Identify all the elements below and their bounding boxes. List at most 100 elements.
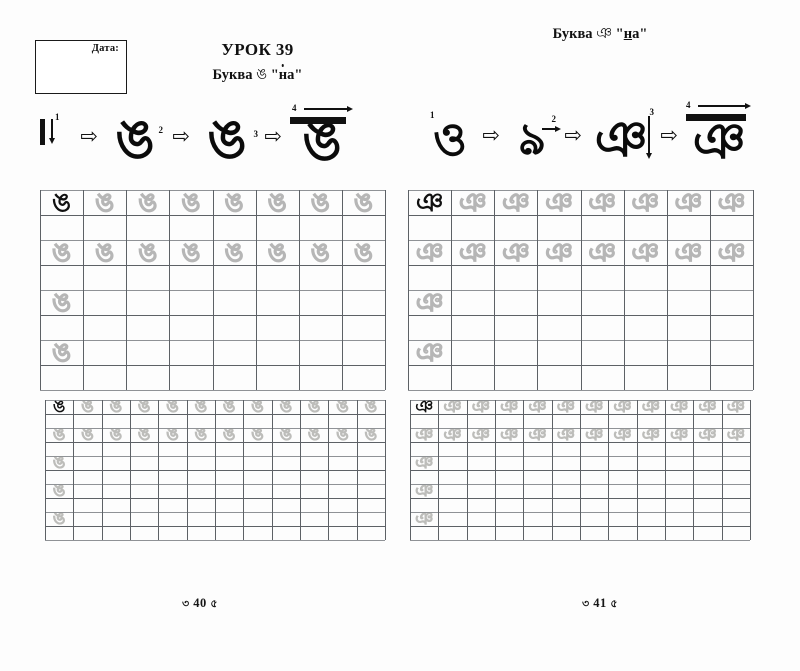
stroke-headbar-glyph (686, 114, 746, 121)
grid-trace-letter: ঙ (336, 424, 349, 445)
grid-line-vertical (385, 190, 386, 390)
grid-trace-letter: ঞ (698, 396, 717, 417)
grid-line-vertical (537, 190, 539, 390)
grid-trace-letter: ঞ (415, 338, 444, 369)
grid-trace-letter: ঞ (588, 188, 616, 219)
grid-trace-letter: ঞ (613, 396, 632, 417)
grid-trace-letter: ঞ (556, 396, 575, 417)
grid-trace-letter: ঙ (364, 424, 378, 445)
grid-line-vertical (466, 400, 468, 540)
grid-trace-letter: ঞ (556, 424, 575, 445)
grid-line-vertical (212, 190, 214, 390)
stroke-number-2: 2 (158, 125, 164, 135)
grid-trace-letter: ঞ (717, 188, 746, 219)
stroke-step-4: ঞ 4 (682, 100, 756, 170)
stroke-glyph-2: ঌ (518, 114, 546, 165)
date-box[interactable]: Дата: (35, 40, 127, 94)
grid-line-vertical (300, 400, 301, 540)
grid-trace-letter: ঙ (109, 424, 123, 445)
grid-trace-letter: ঙ (251, 396, 264, 417)
grid-trace-letter: ঞ (415, 452, 434, 473)
grid-line-vertical (255, 190, 257, 390)
stroke-number-3: 3 (649, 107, 655, 117)
grid-line-vertical (243, 400, 245, 540)
grid-trace-letter: ঞ (641, 396, 660, 417)
grid-trace-letter: ঙ (222, 424, 236, 445)
grid-line-vertical (523, 400, 525, 540)
grid-model-letter: ঞ (415, 396, 434, 417)
stroke-progress-arrow-3: ⇨ (660, 122, 678, 147)
stroke-step-2: ঌ 2 (504, 100, 560, 170)
grid-line-vertical (721, 400, 723, 540)
subtitle-bengali-letter: ঞ (596, 24, 613, 42)
grid-line-vertical (298, 190, 300, 390)
grid-rule-lines (410, 400, 751, 541)
grid-line-vertical (385, 400, 386, 540)
grid-line-vertical (158, 400, 160, 540)
grid-line-vertical (753, 190, 754, 390)
grid-trace-letter: ঞ (502, 188, 530, 219)
grid-line-vertical (693, 400, 695, 540)
grid-trace-letter: ঙ (181, 238, 201, 269)
grid-trace-letter: ঙ (52, 480, 66, 501)
folio-number: 41 (593, 596, 607, 610)
grid-trace-letter: ঞ (458, 238, 487, 269)
grid-line-vertical (271, 400, 273, 540)
stroke-direction-arrow-right (304, 108, 348, 110)
grid-rule-lines (45, 400, 386, 541)
grid-trace-letter: ঞ (588, 238, 616, 269)
grid-line-vertical (40, 190, 41, 390)
grid-trace-letter: ঙ (364, 396, 378, 417)
grid-line-vertical (215, 400, 216, 540)
grid-trace-letter: ঙ (222, 396, 236, 417)
stroke-order-diagram: 1 ⇨ ঙ 2 ⇨ ঙ 3 ⇨ ঙ 4 (38, 103, 358, 169)
grid-trace-letter: ঙ (81, 396, 94, 417)
grid-trace-letter: ঙ (166, 396, 179, 417)
grid-trace-letter: ঙ (353, 238, 373, 269)
stroke-headbar-glyph (290, 117, 346, 124)
grid-trace-letter: ঞ (415, 424, 434, 445)
grid-rule-lines (408, 190, 754, 391)
grid-trace-letter: ঞ (458, 188, 487, 219)
stroke-glyph-2: ঙ (115, 107, 155, 170)
grid-trace-letter: ঞ (415, 508, 434, 529)
subtitle-quote-open: " (615, 26, 624, 42)
grid-trace-letter: ঞ (471, 424, 490, 445)
grid-line-vertical (438, 400, 440, 540)
stroke-step-3: ঞ 3 (586, 100, 656, 170)
stroke-step-2: ঙ 2 (102, 103, 168, 169)
stroke-number-3: 3 (253, 129, 259, 139)
grid-line-vertical (341, 190, 343, 390)
stroke-number-2: 2 (551, 114, 557, 124)
grid-trace-letter: ঙ (279, 396, 293, 417)
grid-trace-letter: ঞ (443, 424, 462, 445)
left-page: Дата: УРОК 39 Буква ঙ "на" 1 ⇨ ঙ 2 ⇨ ঙ 3 (0, 0, 400, 671)
stroke-number-1: 1 (55, 112, 60, 122)
grid-line-vertical (410, 400, 411, 540)
grid-trace-letter: ঞ (726, 396, 745, 417)
grid-trace-letter: ঞ (585, 424, 604, 445)
letter-subtitle-right: Буква ঞ "на" (420, 22, 780, 47)
grid-line-vertical (608, 400, 610, 540)
grid-trace-letter: ঞ (528, 424, 547, 445)
right-page: Буква ঞ "на" ও 1 ⇨ ঌ 2 ⇨ ঞ 3 ⇨ (400, 0, 800, 671)
grid-trace-letter: ঞ (631, 188, 659, 219)
grid-trace-letter: ঞ (613, 424, 632, 445)
stroke-step-4: ঙ 4 (286, 103, 358, 169)
subtitle-bengali-letter: ঙ (256, 65, 268, 83)
grid-line-vertical (130, 400, 131, 540)
grid-rule-lines (40, 190, 386, 391)
grid-trace-letter: ঞ (471, 396, 490, 417)
grid-line-vertical (666, 190, 668, 390)
page-folio: ৩ 40 ৫ (0, 595, 400, 614)
grid-trace-letter: ঞ (717, 238, 746, 269)
grid-trace-letter: ঙ (307, 424, 321, 445)
grid-trace-letter: ঙ (194, 424, 208, 445)
